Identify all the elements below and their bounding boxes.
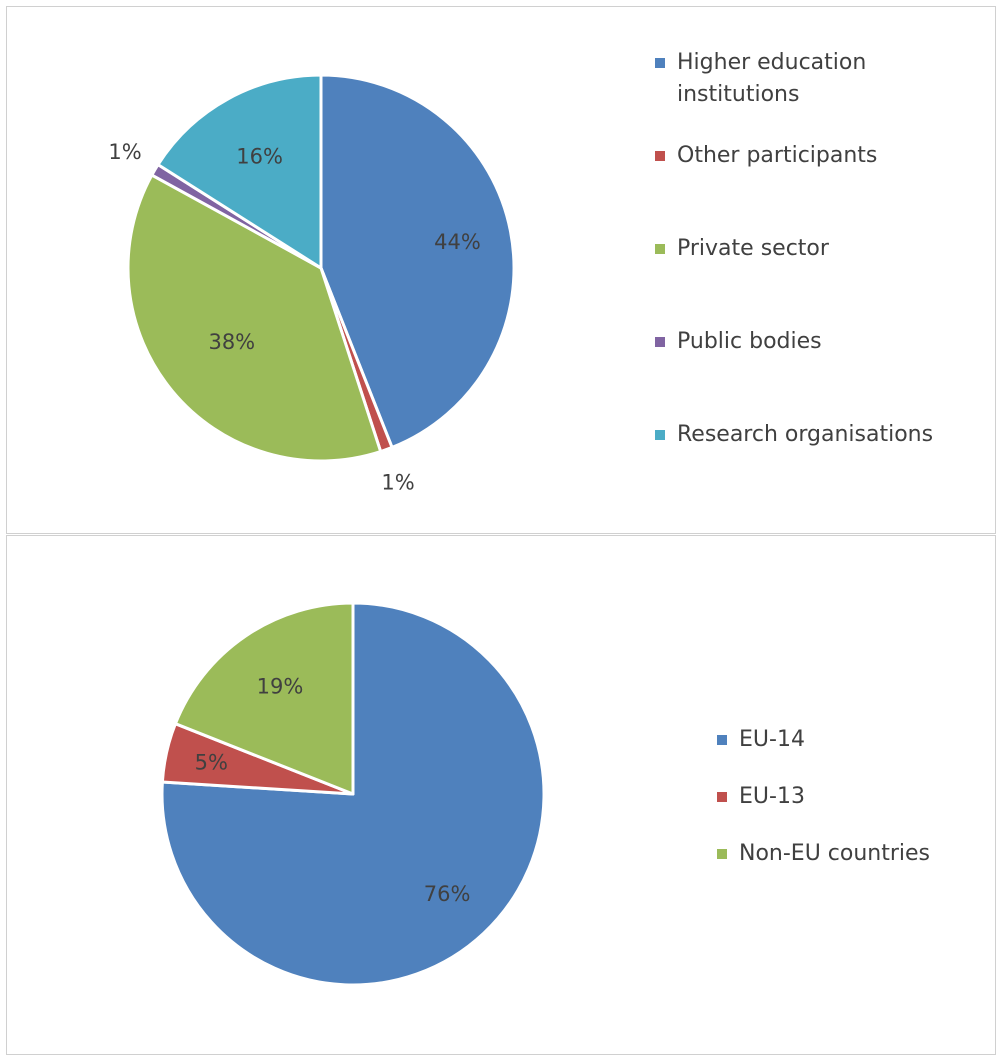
legend-item-public-bodies: Public bodies	[655, 326, 977, 358]
chart-panel-participants: 44% 1% 38% 1% 16% Higher education instituti…	[6, 6, 996, 534]
legend-swatch-eu-13	[717, 792, 727, 802]
legend-label-non-eu: Non-EU countries	[739, 841, 931, 866]
legend-label-other-participants: Other participants	[677, 143, 878, 168]
pie-slice-non-eu-countries	[173, 601, 355, 796]
data-label-higher-education-institutions: 44%	[434, 230, 481, 254]
legend-item-eu-14: EU-14	[717, 724, 805, 756]
data-label-public-bodies: 1%	[108, 140, 141, 164]
pie-slice-eu-14	[160, 601, 546, 987]
legend-label-higher-education: Higher education institutions	[677, 50, 867, 107]
legend-swatch-non-eu	[717, 849, 727, 859]
chart-panel-countries: 76% 5% 19% EU-14 EU-13 Non-EU countries	[6, 535, 996, 1055]
pie-slice-higher-education-institutions	[319, 73, 516, 449]
legend-item-private-sector: Private sector	[655, 233, 977, 265]
legend-swatch-other-participants	[655, 151, 665, 161]
legend-item-non-eu: Non-EU countries	[717, 838, 930, 870]
data-label-research-organisations: 16%	[236, 144, 283, 168]
data-label-other-participants: 1%	[381, 470, 414, 494]
data-label-non-eu-countries: 19%	[257, 675, 304, 699]
data-label-eu-13: 5%	[195, 750, 228, 774]
legend-label-research-organisations: Research organisations	[677, 422, 934, 447]
legend-swatch-private-sector	[655, 244, 665, 254]
legend-label-public-bodies: Public bodies	[677, 329, 822, 354]
legend-swatch-public-bodies	[655, 337, 665, 347]
data-label-private-sector: 38%	[208, 330, 255, 354]
legend-swatch-eu-14	[717, 735, 727, 745]
legend-item-higher-education: Higher education institutions	[655, 47, 977, 111]
data-label-eu-14: 76%	[424, 882, 471, 906]
legend-item-other-participants: Other participants	[655, 140, 977, 172]
legend-swatch-research-organisations	[655, 430, 665, 440]
legend-label-eu-14: EU-14	[739, 727, 805, 752]
legend-label-private-sector: Private sector	[677, 236, 829, 261]
pie-slice-research-organisations	[156, 73, 323, 270]
pie-slice-private-sector	[126, 173, 383, 463]
legend-item-research-organisations: Research organisations	[655, 419, 977, 451]
pie-chart-countries: 76% 5% 19%	[160, 601, 546, 987]
legend-item-eu-13: EU-13	[717, 781, 805, 813]
pie-chart-participants: 44% 1% 38% 1% 16%	[108, 73, 516, 494]
legend-label-eu-13: EU-13	[739, 784, 805, 809]
legend-swatch-higher-education	[655, 58, 665, 68]
